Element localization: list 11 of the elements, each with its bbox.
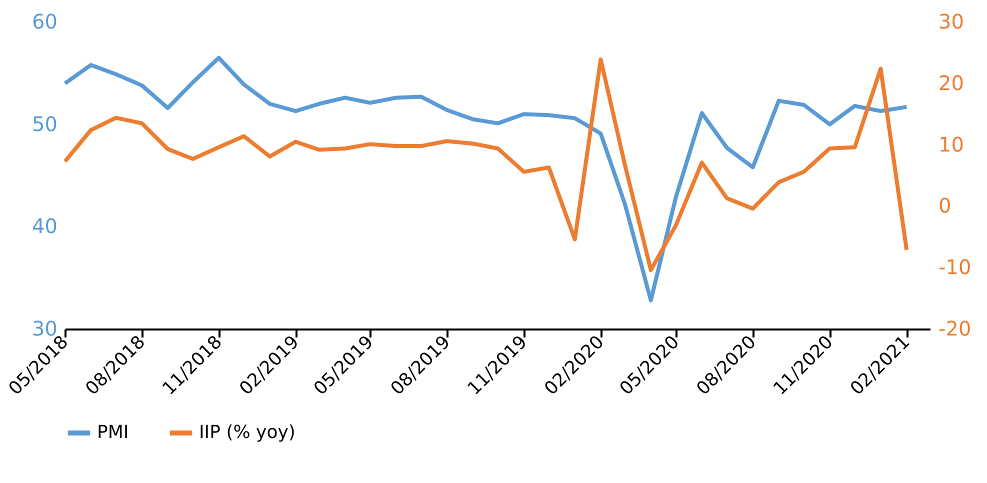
y2-tick-label: 10 — [938, 132, 964, 156]
legend-label: PMI — [97, 422, 129, 443]
y2-tick-label: -20 — [938, 316, 972, 340]
y2-tick-label: 30 — [938, 10, 964, 34]
y-tick-label: 50 — [32, 112, 58, 136]
y2-tick-label: -10 — [938, 255, 972, 280]
y2-tick-label: 0 — [938, 194, 952, 218]
legend-label: IIP (% yoy) — [199, 422, 296, 443]
y-tick-label: 40 — [32, 214, 58, 238]
y-tick-label: 60 — [32, 10, 58, 34]
y2-tick-label: 20 — [938, 70, 964, 95]
